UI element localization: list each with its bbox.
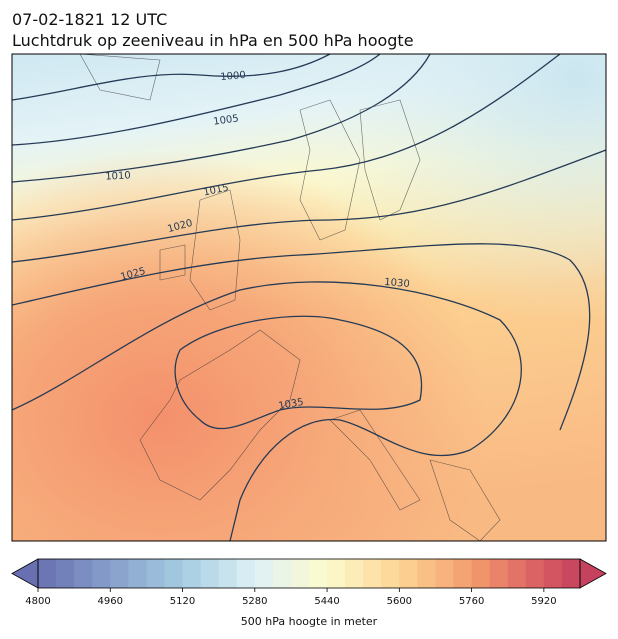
colorbar: 4800 4960 5120 5280 5440 5600 5760 5920 <box>11 558 607 607</box>
colorbar-bin <box>507 559 527 588</box>
colorbar-bin <box>272 559 292 588</box>
colorbar-tick-label: 4800 <box>25 596 50 607</box>
colorbar-extend-high <box>579 558 607 589</box>
subtitle: Luchtdruk op zeeniveau in hPa en 500 hPa… <box>12 31 414 50</box>
colorbar-tick-label: 5440 <box>314 596 339 607</box>
colorbar-bin <box>128 559 147 588</box>
colorbar-bin <box>110 559 129 588</box>
colorbar-tick-label: 5280 <box>242 596 267 607</box>
isobar-label: 1035 <box>278 397 305 412</box>
colorbar-bin <box>471 559 491 588</box>
colorbar-bin <box>561 559 581 588</box>
coastlines <box>79 54 501 541</box>
map <box>12 54 606 541</box>
colorbar-extend-low <box>11 558 39 589</box>
colorbar-bin <box>56 559 75 588</box>
title: 07-02-1821 12 UTC <box>12 10 167 29</box>
isobar-label: 1015 <box>203 182 230 198</box>
colorbar-bin <box>489 559 509 588</box>
colorbar-bin <box>200 559 220 588</box>
isobars <box>12 54 606 541</box>
colorbar-bin <box>399 559 418 588</box>
colorbar-bin <box>290 559 310 588</box>
colorbar-bin <box>345 559 364 588</box>
colorbar-tick-label: 5920 <box>531 596 556 607</box>
colorbar-bin <box>218 559 238 588</box>
colorbar-bin <box>327 559 346 588</box>
colorbar-bin <box>182 559 202 588</box>
colorbar-tick-label: 4960 <box>98 596 123 607</box>
isobar-label: 1030 <box>384 277 410 290</box>
colorbar-bin <box>236 559 256 588</box>
colorbar-tick-label: 5120 <box>170 596 195 607</box>
isobar-label: 1005 <box>213 113 240 127</box>
colorbar-bin <box>92 559 111 588</box>
colorbar-bin <box>417 559 436 588</box>
colorbar-bin <box>381 559 400 588</box>
colorbar-frame <box>37 558 581 589</box>
colorbar-bin <box>38 559 57 588</box>
colorbar-bin <box>254 559 274 588</box>
colorbar-bin <box>363 559 382 588</box>
colorbar-bin <box>525 559 545 588</box>
colorbar-bin <box>543 559 563 588</box>
isobar-label: 1000 <box>220 70 246 83</box>
colorbar-bin <box>164 559 184 588</box>
colorbar-bin <box>435 559 455 588</box>
field <box>12 54 606 541</box>
colorbar-tick-label: 5600 <box>387 596 412 607</box>
colorbar-tick-label: 5760 <box>459 596 484 607</box>
colorbar-bin <box>146 559 165 588</box>
map-frame <box>11 53 607 542</box>
isobar-label: 1010 <box>105 170 131 182</box>
colorbar-label: 500 hPa hoogte in meter <box>241 615 378 628</box>
colorbar-bin <box>453 559 473 588</box>
colorbar-bin <box>74 559 93 588</box>
colorbar-bin <box>309 559 328 588</box>
